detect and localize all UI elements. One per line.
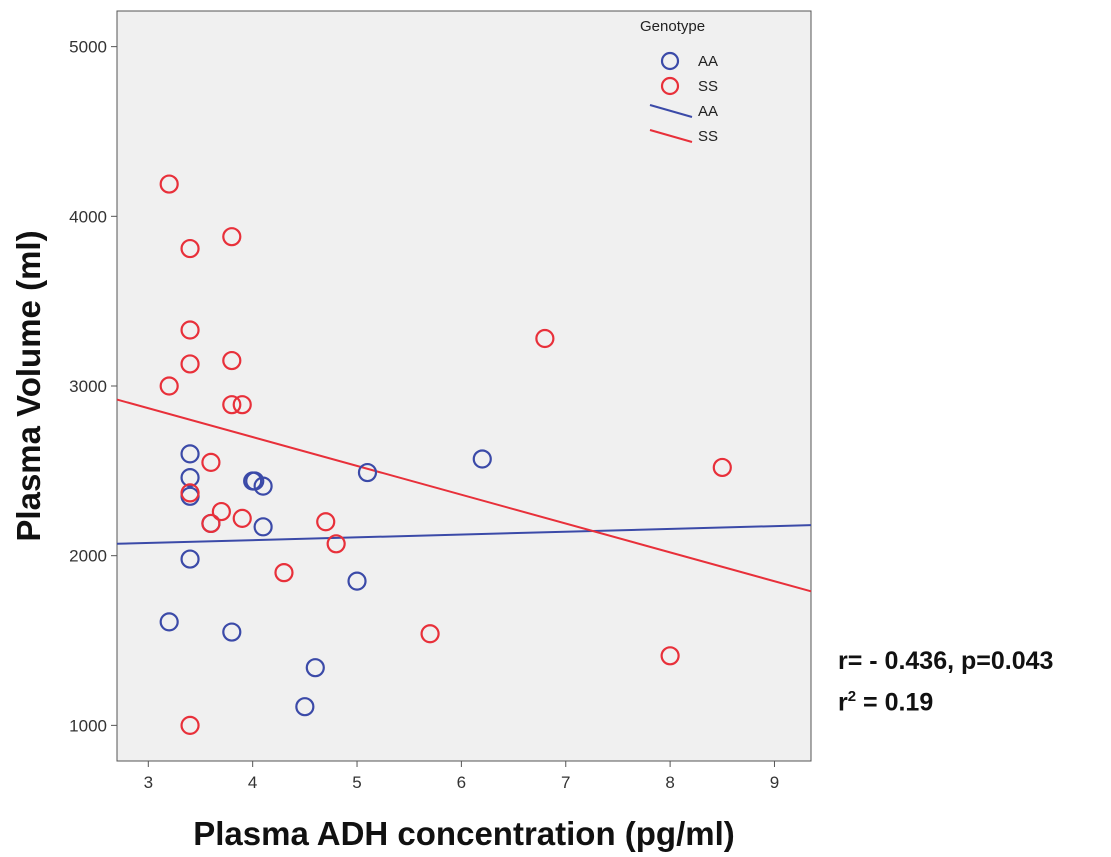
r-value-text: r= - 0.436, p=0.043 [838, 647, 1054, 675]
correlation-stats: r= - 0.436, p=0.043 r2 = 0.19 [838, 643, 1053, 720]
point-aa [180, 549, 200, 569]
point-ss [535, 328, 555, 349]
plot-area [116, 10, 812, 762]
point-aa [295, 697, 315, 717]
y-tick-label: 5000 [69, 38, 107, 57]
y-tick-label: 1000 [69, 716, 107, 735]
point-aa [159, 612, 179, 632]
r-squared-text: r2 = 0.19 [838, 679, 1053, 720]
point-ss [316, 512, 336, 532]
point-ss [180, 238, 200, 259]
legend-line-ss [649, 129, 693, 143]
point-ss [660, 646, 680, 666]
point-aa [253, 517, 273, 537]
r2-superscript: 2 [847, 688, 857, 705]
point-ss [222, 227, 242, 247]
legend-label-aa: AA [698, 53, 718, 70]
legend-title: Genotype [640, 18, 705, 35]
y-tick-label: 3000 [69, 377, 107, 396]
x-tick-label: 8 [665, 773, 674, 792]
point-ss [232, 508, 252, 528]
point-ss [420, 624, 440, 644]
y-axis-title: Plasma Volume (ml) [10, 230, 47, 541]
point-ss [201, 452, 221, 472]
point-aa [222, 622, 242, 642]
point-ss [222, 350, 242, 371]
legend-marker-ss [660, 76, 680, 96]
x-tick-label: 4 [248, 773, 257, 792]
x-tick-label: 7 [561, 773, 570, 792]
fit-line-ss [116, 398, 812, 593]
point-ss [222, 395, 242, 415]
x-tick-label: 6 [457, 773, 466, 792]
point-aa [472, 449, 492, 469]
point-aa [305, 658, 325, 678]
point-ss [159, 174, 179, 194]
point-ss [180, 483, 200, 503]
x-axis-title: Plasma ADH concentration (pg/ml) [193, 815, 735, 852]
x-tick-label: 9 [770, 773, 779, 792]
legend-label-ss: SS [698, 78, 718, 95]
point-ss [180, 715, 200, 735]
point-aa [180, 444, 200, 464]
y-tick-label: 2000 [69, 547, 107, 566]
point-ss [180, 320, 200, 340]
legend-line-aa [649, 104, 693, 118]
point-ss [232, 395, 252, 415]
y-tick-label: 4000 [69, 207, 107, 226]
point-ss [159, 376, 179, 396]
point-aa [253, 476, 273, 496]
x-tick-label: 3 [144, 773, 153, 792]
point-aa [347, 571, 367, 591]
point-ss [211, 501, 231, 522]
r2-prefix: r [838, 688, 848, 717]
point-aa [357, 462, 378, 483]
point-ss [712, 457, 732, 478]
legend-marker-aa [660, 51, 680, 71]
fit-line-aa [116, 524, 812, 545]
r2-value: = 0.19 [856, 688, 934, 717]
point-ss [326, 534, 346, 554]
legend-label-ss: SS [698, 128, 718, 145]
point-ss [180, 354, 200, 374]
point-aa [180, 468, 200, 488]
legend-label-aa: AA [698, 103, 718, 120]
point-ss [274, 563, 294, 583]
legend: Genotype AA SS AA SS [640, 18, 718, 145]
data-points [159, 174, 732, 735]
point-ss [201, 513, 221, 534]
fit-lines [116, 398, 812, 593]
x-tick-label: 5 [352, 773, 361, 792]
axis-ticks: 3 4 5 6 7 8 9 1000 2000 3000 4000 5000 [69, 38, 779, 792]
